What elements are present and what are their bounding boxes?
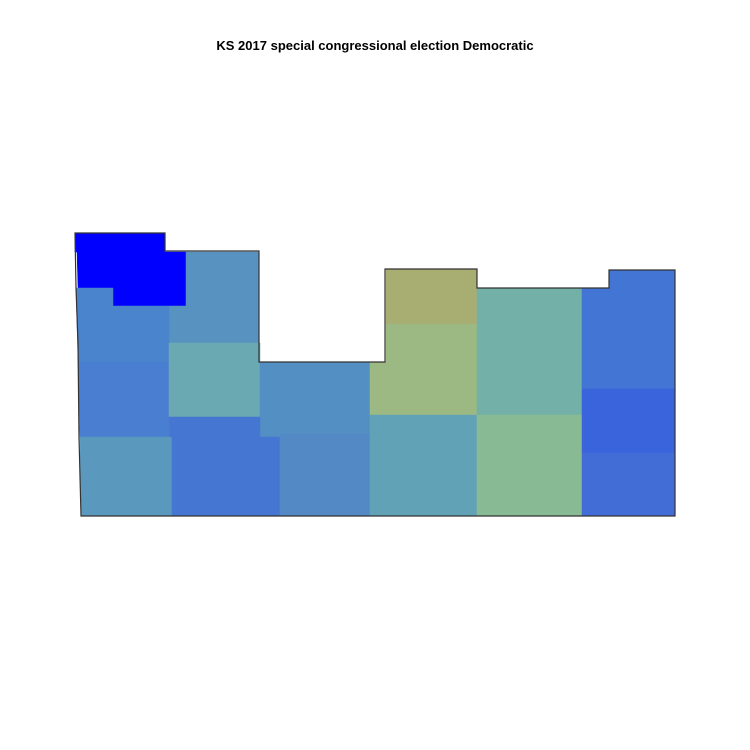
county-region-r4c6 [581, 452, 676, 517]
county-region-r4c3 [279, 433, 371, 517]
state-outline [74, 232, 676, 517]
county-region-r2c4 [369, 323, 478, 416]
county-region-r3c6 [581, 388, 676, 454]
county-region-r3c2 [168, 342, 261, 418]
county-region-r4c4 [369, 414, 478, 517]
county-region-r4c5 [476, 414, 583, 517]
county-region-r1c4 [385, 268, 478, 325]
county-region-r4c1 [79, 436, 173, 517]
county-region-r3c3 [259, 361, 371, 438]
county-region-r1c5 [476, 287, 583, 416]
county-region-r3c1 [77, 361, 171, 438]
map-title: KS 2017 special congressional election D… [216, 38, 534, 53]
